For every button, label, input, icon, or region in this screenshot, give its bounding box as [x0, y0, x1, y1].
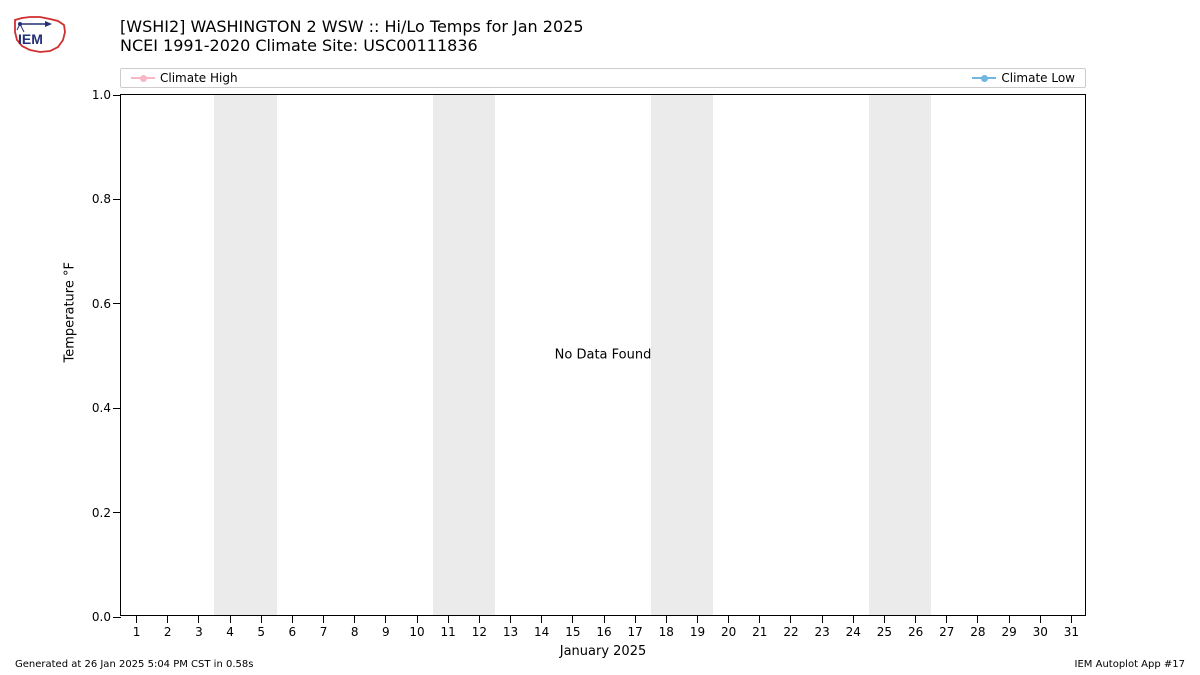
- x-tick-label: 23: [814, 625, 829, 639]
- x-tick-label: 24: [846, 625, 861, 639]
- chart-plot-area: No Data Found January 2025 0.00.20.40.60…: [120, 94, 1086, 616]
- x-tick-label: 21: [752, 625, 767, 639]
- x-tick: [790, 615, 791, 623]
- x-tick: [884, 615, 885, 623]
- x-tick-label: 27: [939, 625, 954, 639]
- x-tick-label: 11: [441, 625, 456, 639]
- iem-logo: IEM: [10, 12, 70, 57]
- weekend-band: [869, 95, 931, 615]
- x-tick-label: 18: [659, 625, 674, 639]
- x-tick-label: 7: [320, 625, 328, 639]
- title-line-2: NCEI 1991-2020 Climate Site: USC00111836: [120, 36, 584, 55]
- x-tick-label: 9: [382, 625, 390, 639]
- weekend-band: [433, 95, 495, 615]
- x-tick: [822, 615, 823, 623]
- x-tick-label: 29: [1001, 625, 1016, 639]
- y-tick: [113, 199, 121, 200]
- x-tick: [136, 615, 137, 623]
- chart-title: [WSHI2] WASHINGTON 2 WSW :: Hi/Lo Temps …: [120, 17, 584, 55]
- no-data-message: No Data Found: [555, 348, 652, 363]
- x-tick-label: 31: [1064, 625, 1079, 639]
- y-axis-label: Temperature °F: [63, 262, 78, 362]
- footer-generated-text: Generated at 26 Jan 2025 5:04 PM CST in …: [15, 659, 253, 670]
- y-tick-label: 0.4: [92, 401, 111, 415]
- x-tick: [417, 615, 418, 623]
- y-tick: [113, 512, 121, 513]
- x-tick-label: 5: [257, 625, 265, 639]
- y-tick-label: 0.0: [92, 610, 111, 624]
- x-tick-label: 12: [472, 625, 487, 639]
- y-tick-label: 0.6: [92, 297, 111, 311]
- x-tick: [354, 615, 355, 623]
- x-tick: [230, 615, 231, 623]
- y-tick: [113, 303, 121, 304]
- x-tick: [946, 615, 947, 623]
- x-tick-label: 30: [1033, 625, 1048, 639]
- legend-low-marker: [972, 72, 996, 84]
- x-tick: [604, 615, 605, 623]
- title-line-1: [WSHI2] WASHINGTON 2 WSW :: Hi/Lo Temps …: [120, 17, 584, 36]
- x-tick-label: 3: [195, 625, 203, 639]
- y-tick: [113, 408, 121, 409]
- x-tick-label: 26: [908, 625, 923, 639]
- x-tick: [572, 615, 573, 623]
- x-tick-label: 6: [289, 625, 297, 639]
- x-tick: [261, 615, 262, 623]
- x-tick: [759, 615, 760, 623]
- svg-text:IEM: IEM: [18, 31, 43, 47]
- legend-low-label: Climate Low: [1001, 71, 1075, 85]
- legend-climate-high: Climate High: [131, 71, 238, 85]
- x-tick: [666, 615, 667, 623]
- x-tick: [977, 615, 978, 623]
- x-tick-label: 4: [226, 625, 234, 639]
- x-tick-label: 28: [970, 625, 985, 639]
- weekend-band: [214, 95, 276, 615]
- x-tick: [198, 615, 199, 623]
- x-tick: [728, 615, 729, 623]
- x-tick-label: 22: [783, 625, 798, 639]
- x-axis-label: January 2025: [560, 644, 647, 659]
- x-tick: [323, 615, 324, 623]
- x-tick: [510, 615, 511, 623]
- x-tick: [1071, 615, 1072, 623]
- chart-legend: Climate High Climate Low: [120, 68, 1086, 88]
- x-tick: [1040, 615, 1041, 623]
- footer-app-text: IEM Autoplot App #17: [1075, 659, 1185, 670]
- y-tick-label: 1.0: [92, 88, 111, 102]
- x-tick-label: 17: [628, 625, 643, 639]
- x-tick-label: 15: [565, 625, 580, 639]
- y-tick: [113, 95, 121, 96]
- y-tick-label: 0.2: [92, 506, 111, 520]
- x-tick-label: 8: [351, 625, 359, 639]
- x-tick: [635, 615, 636, 623]
- x-tick-label: 16: [596, 625, 611, 639]
- x-tick: [853, 615, 854, 623]
- x-tick: [479, 615, 480, 623]
- x-tick-label: 10: [409, 625, 424, 639]
- x-tick-label: 20: [721, 625, 736, 639]
- x-tick-label: 25: [877, 625, 892, 639]
- x-tick-label: 2: [164, 625, 172, 639]
- x-tick: [167, 615, 168, 623]
- legend-climate-low: Climate Low: [972, 71, 1075, 85]
- x-tick: [1009, 615, 1010, 623]
- x-tick: [915, 615, 916, 623]
- x-tick: [697, 615, 698, 623]
- y-tick-label: 0.8: [92, 192, 111, 206]
- x-tick: [385, 615, 386, 623]
- x-tick: [292, 615, 293, 623]
- weekend-band: [651, 95, 713, 615]
- x-tick-label: 13: [503, 625, 518, 639]
- x-tick-label: 1: [133, 625, 141, 639]
- x-tick-label: 14: [534, 625, 549, 639]
- x-tick-label: 19: [690, 625, 705, 639]
- legend-high-label: Climate High: [160, 71, 238, 85]
- x-tick: [448, 615, 449, 623]
- x-tick: [541, 615, 542, 623]
- legend-high-marker: [131, 72, 155, 84]
- y-tick: [113, 617, 121, 618]
